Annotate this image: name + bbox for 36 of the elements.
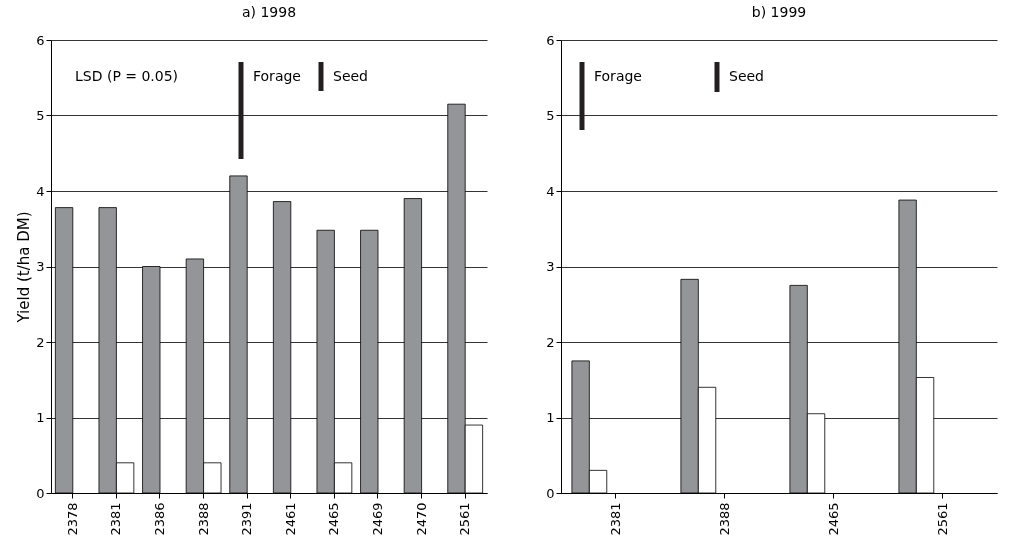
x-tick-label: 2388: [195, 502, 211, 536]
y-tick-label: 1: [546, 410, 555, 425]
annotation: Forage: [594, 68, 642, 84]
x-tick-label: 2561: [934, 502, 950, 536]
annotation: LSD (P = 0.05): [75, 68, 179, 84]
x-tick-label: 2388: [716, 502, 732, 536]
y-tick-label: 5: [546, 108, 555, 123]
x-tick-label: 2386: [152, 502, 167, 536]
x-tick-label: 2391: [239, 502, 255, 536]
y-tick-label: 1: [36, 410, 45, 425]
y-tick-label: 6: [546, 32, 555, 48]
annotation: Seed: [729, 68, 764, 84]
y-tick-label: 0: [36, 485, 45, 501]
x-tick-label: 2381: [108, 502, 124, 536]
annotation: Forage: [253, 68, 301, 84]
x-tick-label: 2378: [64, 502, 80, 536]
x-tick-label: 2470: [413, 502, 429, 536]
y-tick-label: 2: [36, 334, 45, 350]
x-tick-label: 2465: [326, 502, 342, 536]
x-tick-label: 2561: [457, 502, 473, 536]
x-tick-label: 2461: [282, 502, 298, 536]
x-tick-label: 2381: [607, 502, 623, 536]
chart-title: a) 1998: [241, 4, 297, 20]
y-tick-label: 0: [546, 485, 555, 501]
y-tick-label: 4: [546, 183, 555, 199]
y-tick-label: 3: [546, 259, 555, 274]
x-tick-label: 2465: [825, 502, 841, 536]
x-tick-label: 2469: [370, 502, 385, 536]
y-axis-title: Yield (t/ha DM): [15, 211, 34, 324]
y-tick-label: 2: [546, 334, 555, 350]
y-tick-label: 4: [36, 183, 45, 199]
y-tick-label: 6: [36, 32, 45, 48]
y-tick-label: 3: [36, 259, 45, 274]
annotation: Seed: [333, 68, 368, 84]
y-tick-label: 5: [36, 108, 45, 123]
chart-title: b) 1999: [751, 4, 807, 20]
